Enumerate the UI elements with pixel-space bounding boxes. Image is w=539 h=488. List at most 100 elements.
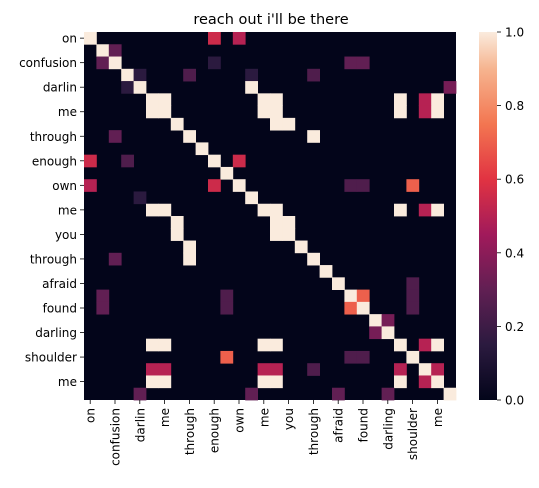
heatmap-cell [84,32,97,45]
heatmap-cell [270,363,283,376]
heatmap-cell [96,44,110,57]
heatmap-cell [158,363,172,376]
heatmap-cell [133,81,147,94]
heatmap-cell [220,301,234,315]
heatmap-cells [84,32,457,401]
heatmap-cell [183,130,196,143]
heatmap-cell [356,350,370,364]
heatmap-cell [108,56,122,70]
heatmap-cell [356,289,370,303]
heatmap-cell [270,93,283,106]
heatmap-cell [294,240,308,254]
heatmap-cell [418,363,432,376]
column-label: darlin [133,408,147,442]
column-label: on [84,408,98,423]
column-label: found [357,408,371,442]
heatmap-cell [394,203,407,217]
row-label: enough [32,154,77,168]
heatmap-cell [257,105,271,119]
heatmap-cell [381,314,395,327]
heatmap-cell [381,326,395,340]
heatmap-cell [170,228,184,241]
column-labels: on confusion darlin me through enough own me you… [84,400,445,466]
heatmap-cell [270,216,283,229]
heatmap-cell [121,68,134,82]
row-label: me [58,105,77,119]
heatmap-cell [270,338,283,352]
heatmap-cell [257,338,271,352]
heatmap-cell [394,338,407,352]
heatmap-cell [158,375,172,389]
heatmap-cell [418,93,432,106]
heatmap-cell [270,228,283,241]
heatmap-cell [270,117,283,131]
row-label: you [55,228,77,242]
heatmap-cell [431,203,444,217]
heatmap-cell [443,387,457,401]
column-label: me [158,408,172,427]
heatmap-cell [307,252,320,266]
heatmap-cell [146,105,159,119]
heatmap-cell [232,32,246,45]
heatmap-cell [332,387,345,401]
heatmap-cell [394,363,407,376]
heatmap-cell [282,228,296,241]
column-label: me [431,408,445,427]
heatmap-cell [245,191,258,205]
heatmap-cell [418,375,432,389]
heatmap-cell [344,289,358,303]
heatmap-cell [443,81,457,94]
row-label: darling [35,326,77,340]
column-label: enough [208,408,222,453]
heatmap-cell [257,363,271,376]
column-label: me [257,408,271,427]
heatmap-cell [146,338,159,352]
heatmap-cell [220,350,234,364]
heatmap-cell [146,203,159,217]
heatmap-cell [257,93,271,106]
colorbar-tick-label: 0.8 [505,99,524,113]
heatmap-cell [208,56,221,70]
heatmap-cell [431,93,444,106]
heatmap-cell [208,32,221,45]
heatmap-cell [344,179,358,192]
row-label: own [52,179,77,193]
heatmap-cell [406,277,420,290]
heatmap-cell [369,314,382,327]
heatmap-cell [307,130,320,143]
row-label: on [62,32,77,46]
colorbar-ticks: 0.0 0.2 0.4 0.6 0.8 1.0 [497,26,524,408]
column-label: own [233,408,247,433]
row-label: found [43,302,77,316]
heatmap-cell [282,117,296,131]
heatmap-cell [183,252,196,266]
heatmap-cell [108,44,122,57]
heatmap-cell [158,93,172,106]
heatmap-cell [344,56,358,70]
heatmap-cell [270,203,283,217]
heatmap-cell [208,154,221,168]
heatmap-cell [245,81,258,94]
column-label: darling [381,408,395,450]
heatmap-cell [158,338,172,352]
heatmap-cell [394,93,407,106]
heatmap-cell [84,154,97,168]
heatmap-cell [158,203,172,217]
heatmap-cell [406,289,420,303]
row-label: darlin [43,81,77,95]
heatmap-cell [108,130,122,143]
row-label: through [30,130,77,144]
heatmap-cell [133,191,147,205]
heatmap-cell [183,68,196,82]
row-label: confusion [19,56,77,70]
column-label: afraid [332,408,346,443]
heatmap-cell [96,289,110,303]
heatmap-cell [146,363,159,376]
heatmap-cell [356,179,370,192]
heatmap-cell [232,154,246,168]
colorbar-tick-label: 1.0 [505,26,524,40]
heatmap-cell [431,375,444,389]
heatmap-cell [431,338,444,352]
column-label: shoulder [406,408,420,460]
